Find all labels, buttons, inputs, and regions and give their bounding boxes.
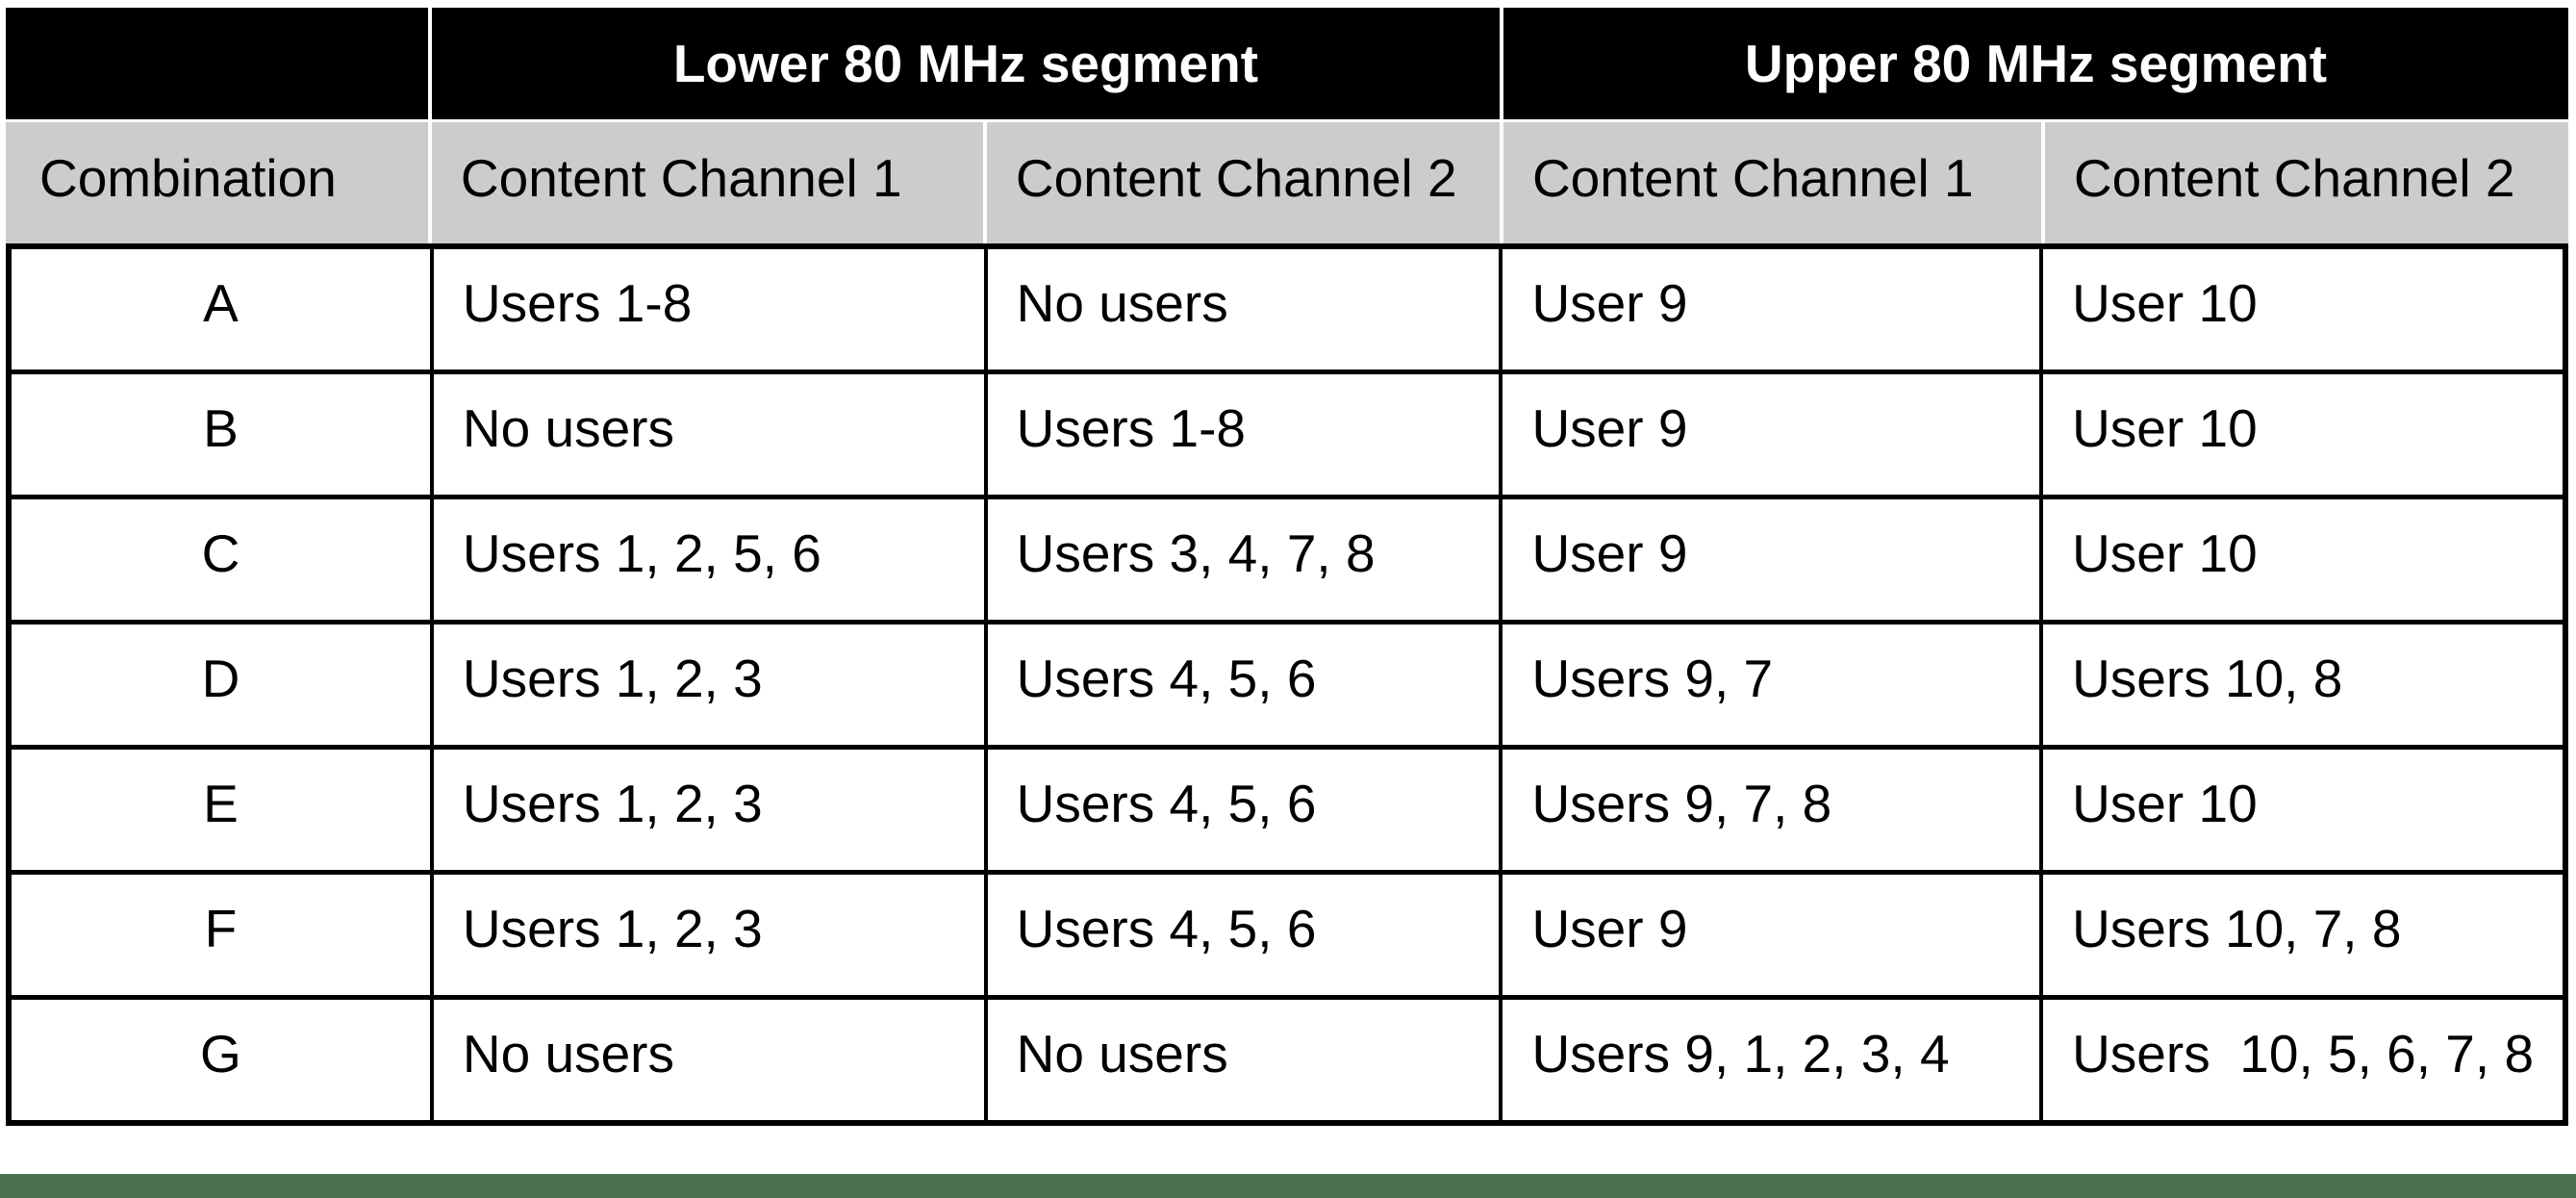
table-row-g: G No users No users Users 9, 1, 2, 3, 4 …	[7, 995, 2567, 1126]
column-header-lower-cc1: Content Channel 1	[429, 120, 987, 243]
table-cell: User 10	[2039, 745, 2567, 875]
combination-cell: C	[7, 495, 434, 624]
table-cell: User 9	[1499, 243, 2044, 374]
table-cell: User 10	[2039, 243, 2567, 374]
table-cell: No users	[429, 370, 988, 499]
combination-cell: G	[7, 995, 434, 1126]
table-row-e: E Users 1, 2, 3 Users 4, 5, 6 Users 9, 7…	[7, 745, 2567, 875]
table-row-d: D Users 1, 2, 3 Users 4, 5, 6 Users 9, 7…	[7, 620, 2567, 750]
column-header-row: Combination Content Channel 1 Content Ch…	[6, 120, 2568, 243]
blank-corner-cell	[6, 8, 432, 122]
table-cell: User 9	[1499, 495, 2044, 624]
table-cell: Users 9, 7, 8	[1499, 745, 2044, 875]
table-cell: Users 4, 5, 6	[983, 870, 1503, 1000]
table-row-a: A Users 1-8 No users User 9 User 10	[7, 243, 2567, 374]
combination-cell: A	[7, 243, 434, 374]
table-cell: User 10	[2039, 495, 2567, 624]
bottom-green-bar	[0, 1174, 2576, 1198]
table-cell: No users	[983, 995, 1503, 1126]
combination-cell: D	[7, 620, 434, 750]
table-row-b: B No users Users 1-8 User 9 User 10	[7, 370, 2567, 499]
table-cell: Users 3, 4, 7, 8	[983, 495, 1503, 624]
table-cell: No users	[983, 243, 1503, 374]
table-cell: Users 4, 5, 6	[983, 745, 1503, 875]
column-header-combination: Combination	[6, 120, 432, 243]
table-cell: Users 10, 7, 8	[2039, 870, 2567, 1000]
column-header-upper-cc1: Content Channel 1	[1501, 120, 2045, 243]
combination-cell: B	[7, 370, 434, 499]
table-cell: User 9	[1499, 370, 2044, 499]
segment-header-lower: Lower 80 MHz segment	[429, 8, 1503, 122]
table-cell: Users 1, 2, 3	[429, 745, 988, 875]
column-header-upper-cc2: Content Channel 2	[2042, 120, 2568, 243]
table-cell: Users 10, 8	[2039, 620, 2567, 750]
table-cell: Users 1, 2, 3	[429, 620, 988, 750]
combination-cell: E	[7, 745, 434, 875]
table-cell: Users 1, 2, 3	[429, 870, 988, 1000]
combination-cell: F	[7, 870, 434, 1000]
table-row-f: F Users 1, 2, 3 Users 4, 5, 6 User 9 Use…	[7, 870, 2567, 1000]
table-cell: Users 10, 5, 6, 7, 8	[2039, 995, 2567, 1126]
user-allocation-table: Lower 80 MHz segment Upper 80 MHz segmen…	[6, 8, 2568, 1198]
table-cell: Users 1, 2, 5, 6	[429, 495, 988, 624]
table-cell: Users 9, 1, 2, 3, 4	[1499, 995, 2044, 1126]
table-cell: Users 1-8	[983, 370, 1503, 499]
table-header: Lower 80 MHz segment Upper 80 MHz segmen…	[6, 8, 2568, 243]
column-header-lower-cc2: Content Channel 2	[984, 120, 1503, 243]
table-row-c: C Users 1, 2, 5, 6 Users 3, 4, 7, 8 User…	[7, 495, 2567, 624]
table-cell: No users	[429, 995, 988, 1126]
table-cell: Users 4, 5, 6	[983, 620, 1503, 750]
table-body: A Users 1-8 No users User 9 User 10 B No…	[6, 243, 2568, 1126]
segment-header-row: Lower 80 MHz segment Upper 80 MHz segmen…	[6, 8, 2568, 122]
table-cell: User 9	[1499, 870, 2044, 1000]
segment-header-upper: Upper 80 MHz segment	[1501, 8, 2568, 122]
table-cell: User 10	[2039, 370, 2567, 499]
table-cell: Users 1-8	[429, 243, 988, 374]
table-cell: Users 9, 7	[1499, 620, 2044, 750]
